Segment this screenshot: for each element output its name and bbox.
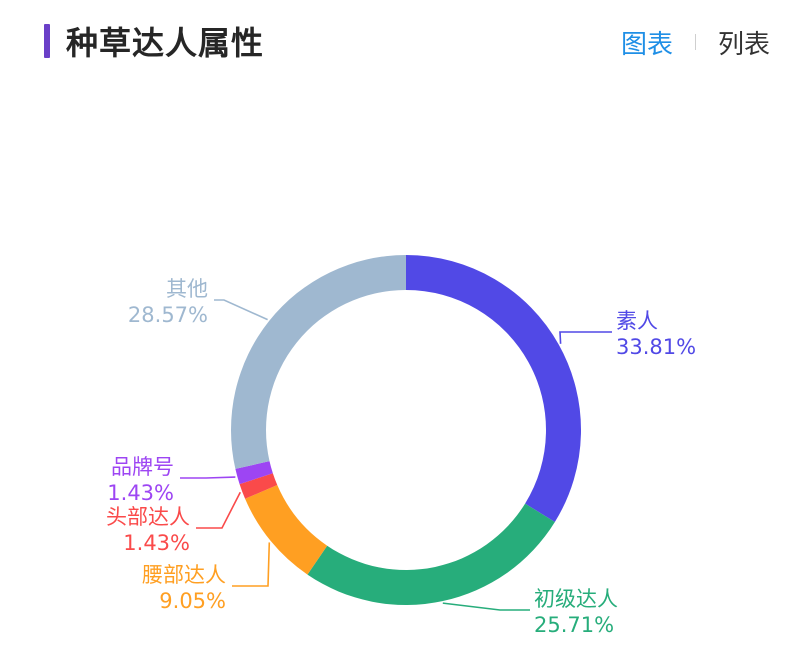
slice-value-label: 1.43% bbox=[123, 531, 190, 555]
donut-slice[interactable] bbox=[235, 461, 273, 485]
donut-slice[interactable] bbox=[406, 255, 581, 522]
slice-value-label: 25.71% bbox=[534, 613, 614, 637]
slice-value-label: 28.57% bbox=[128, 303, 208, 327]
tab-divider bbox=[694, 34, 696, 50]
donut-slice[interactable] bbox=[231, 255, 406, 469]
slice-value-label: 33.81% bbox=[616, 335, 696, 359]
slice-name-label: 初级达人 bbox=[534, 587, 618, 611]
donut-slice[interactable] bbox=[307, 503, 555, 605]
tab-list[interactable]: 列表 bbox=[717, 29, 770, 60]
slice-name-label: 头部达人 bbox=[106, 505, 190, 529]
leader-line bbox=[559, 331, 612, 344]
slice-name-label: 素人 bbox=[616, 309, 658, 333]
title-accent-bar bbox=[44, 24, 50, 58]
page-title: 种草达人属性 bbox=[66, 24, 265, 62]
view-tabs: 图表 列表 bbox=[621, 22, 770, 62]
leader-line bbox=[442, 602, 530, 611]
chart-header: 种草达人属性 图表 列表 bbox=[0, 0, 798, 80]
donut-slice[interactable] bbox=[239, 473, 278, 499]
donut-slice[interactable] bbox=[245, 485, 328, 575]
slice-name-label: 其他 bbox=[166, 277, 208, 301]
slice-name-label: 品牌号 bbox=[111, 455, 174, 479]
leader-line bbox=[180, 476, 236, 479]
slice-value-label: 1.43% bbox=[107, 481, 174, 505]
leader-line bbox=[232, 542, 271, 587]
leader-line bbox=[214, 299, 268, 321]
leader-line bbox=[196, 491, 242, 529]
tab-chart[interactable]: 图表 bbox=[620, 29, 673, 60]
slice-value-label: 9.05% bbox=[159, 589, 226, 613]
slice-name-label: 腰部达人 bbox=[142, 563, 226, 587]
